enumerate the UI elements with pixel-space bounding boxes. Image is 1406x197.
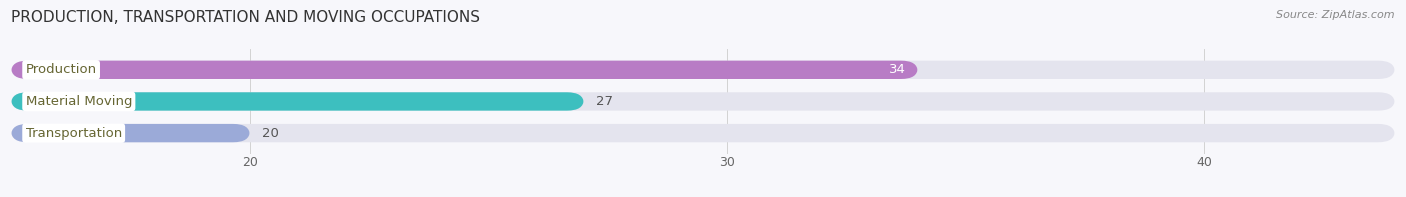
FancyBboxPatch shape xyxy=(11,124,250,142)
Text: Source: ZipAtlas.com: Source: ZipAtlas.com xyxy=(1277,10,1395,20)
FancyBboxPatch shape xyxy=(11,61,918,79)
Text: 34: 34 xyxy=(889,63,905,76)
FancyBboxPatch shape xyxy=(11,92,1395,111)
Text: 27: 27 xyxy=(596,95,613,108)
FancyBboxPatch shape xyxy=(11,61,1395,79)
Text: Production: Production xyxy=(25,63,97,76)
Text: 20: 20 xyxy=(262,127,278,140)
Text: Transportation: Transportation xyxy=(25,127,122,140)
FancyBboxPatch shape xyxy=(11,124,1395,142)
Text: PRODUCTION, TRANSPORTATION AND MOVING OCCUPATIONS: PRODUCTION, TRANSPORTATION AND MOVING OC… xyxy=(11,10,481,25)
Text: Material Moving: Material Moving xyxy=(25,95,132,108)
FancyBboxPatch shape xyxy=(11,92,583,111)
